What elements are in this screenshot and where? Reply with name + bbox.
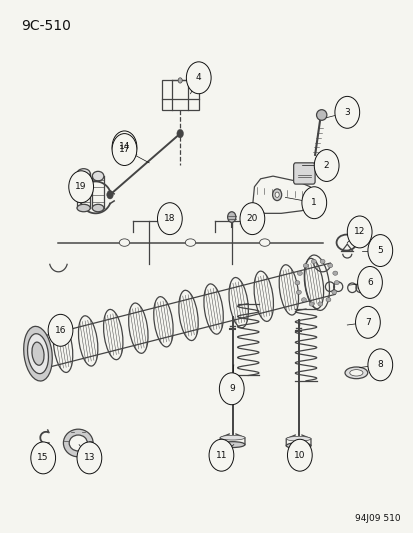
Ellipse shape	[319, 259, 324, 263]
Circle shape	[107, 190, 113, 199]
Ellipse shape	[317, 302, 322, 306]
Circle shape	[347, 216, 371, 248]
Ellipse shape	[178, 78, 182, 83]
Ellipse shape	[296, 290, 301, 294]
Circle shape	[176, 130, 183, 138]
Ellipse shape	[272, 189, 281, 200]
Text: 16: 16	[55, 326, 66, 335]
Ellipse shape	[63, 429, 93, 457]
Ellipse shape	[325, 297, 330, 302]
Circle shape	[240, 203, 264, 235]
Text: 9C-510: 9C-510	[21, 19, 71, 33]
Circle shape	[334, 96, 359, 128]
Ellipse shape	[119, 239, 129, 246]
Text: 2: 2	[323, 161, 329, 170]
Text: 18: 18	[164, 214, 175, 223]
Ellipse shape	[92, 204, 104, 212]
Ellipse shape	[333, 280, 338, 285]
Circle shape	[367, 235, 392, 266]
Circle shape	[186, 62, 211, 94]
FancyBboxPatch shape	[293, 163, 314, 184]
Ellipse shape	[220, 442, 244, 448]
Text: 19: 19	[75, 182, 87, 191]
Text: 5: 5	[377, 246, 382, 255]
Text: 15: 15	[37, 454, 49, 463]
Ellipse shape	[349, 369, 362, 376]
Ellipse shape	[311, 260, 316, 263]
Text: 13: 13	[83, 454, 95, 463]
Circle shape	[112, 134, 137, 165]
Text: 20: 20	[246, 214, 257, 223]
Ellipse shape	[92, 171, 104, 181]
Ellipse shape	[302, 263, 307, 268]
Ellipse shape	[294, 281, 299, 285]
Ellipse shape	[69, 435, 87, 451]
Ellipse shape	[316, 110, 326, 120]
Text: 14: 14	[119, 142, 130, 151]
Circle shape	[157, 203, 182, 235]
Ellipse shape	[259, 239, 269, 246]
Ellipse shape	[77, 168, 90, 178]
Text: 8: 8	[377, 360, 382, 369]
Circle shape	[209, 439, 233, 471]
Text: 3: 3	[344, 108, 349, 117]
Circle shape	[287, 439, 311, 471]
Ellipse shape	[309, 302, 313, 306]
Circle shape	[31, 442, 55, 474]
Text: 1: 1	[311, 198, 316, 207]
Ellipse shape	[327, 263, 332, 268]
Circle shape	[355, 306, 380, 338]
Text: 7: 7	[364, 318, 370, 327]
Ellipse shape	[274, 192, 278, 197]
Circle shape	[367, 349, 392, 381]
Ellipse shape	[301, 298, 306, 302]
Text: 12: 12	[353, 228, 364, 237]
Circle shape	[112, 131, 137, 163]
Circle shape	[77, 442, 102, 474]
Ellipse shape	[285, 443, 310, 449]
Ellipse shape	[331, 290, 336, 294]
Text: 4: 4	[195, 73, 201, 82]
Circle shape	[69, 171, 93, 203]
Ellipse shape	[220, 435, 244, 440]
Circle shape	[313, 150, 338, 181]
Ellipse shape	[344, 367, 367, 378]
Ellipse shape	[227, 212, 235, 222]
Ellipse shape	[24, 326, 52, 381]
Circle shape	[301, 187, 326, 219]
Text: 10: 10	[293, 451, 305, 460]
Ellipse shape	[285, 437, 310, 441]
Ellipse shape	[297, 271, 301, 276]
Text: 6: 6	[366, 278, 372, 287]
Ellipse shape	[332, 271, 337, 275]
Ellipse shape	[28, 334, 48, 374]
Circle shape	[357, 266, 382, 298]
Text: 11: 11	[215, 451, 227, 460]
Ellipse shape	[32, 342, 44, 365]
Ellipse shape	[185, 239, 195, 246]
Circle shape	[48, 314, 73, 346]
Circle shape	[219, 373, 244, 405]
Text: 9: 9	[228, 384, 234, 393]
Text: 94J09 510: 94J09 510	[354, 514, 400, 523]
Text: 17: 17	[119, 145, 130, 154]
Ellipse shape	[77, 204, 90, 212]
